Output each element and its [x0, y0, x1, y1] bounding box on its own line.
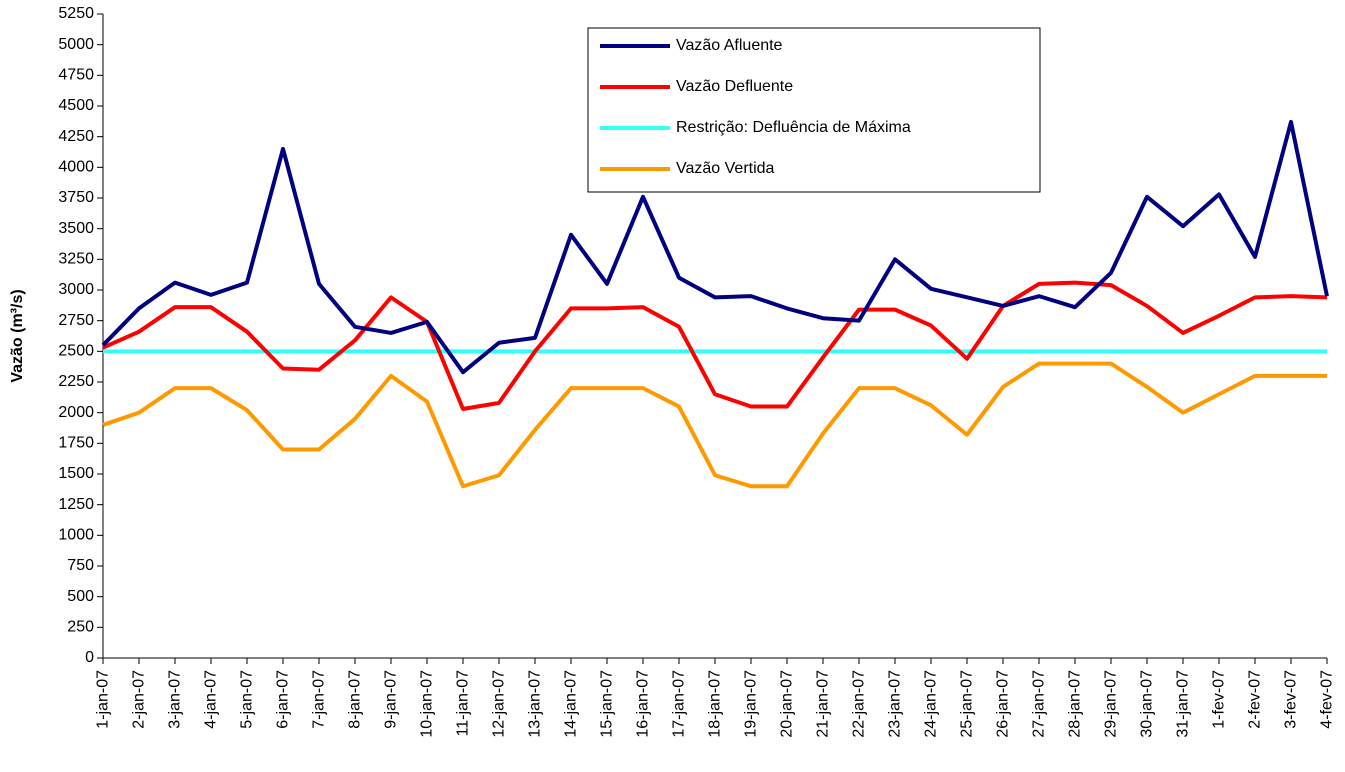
legend-box	[587, 27, 1041, 193]
series-line	[102, 280, 1328, 411]
x-tick-label: 11-jan-07	[455, 670, 472, 737]
legend-label: Vazão Afluente	[676, 37, 783, 54]
x-tick-label: 12-jan-07	[491, 670, 508, 738]
y-tick-label: 4750	[58, 67, 94, 84]
x-tick-label: 1-jan-07	[95, 670, 112, 729]
x-tick-label: 31-jan-07	[1175, 670, 1192, 738]
x-tick-label: 27-jan-07	[1031, 670, 1048, 738]
y-tick-label: 5000	[58, 36, 94, 53]
y-tick-label: 4250	[58, 128, 94, 145]
y-tick-label: 500	[67, 588, 94, 605]
y-tick-label: 1500	[58, 465, 94, 482]
legend-label: Restrição: Defluência de Máxima	[676, 119, 911, 136]
x-tick-label: 10-jan-07	[419, 670, 436, 738]
y-tick-label: 750	[67, 557, 94, 574]
y-tick-label: 2750	[58, 312, 94, 329]
x-tick-label: 17-jan-07	[671, 670, 688, 738]
y-tick-label: 4000	[58, 159, 94, 176]
y-tick-label: 5250	[58, 5, 94, 22]
x-tick-label: 6-jan-07	[275, 670, 292, 729]
x-tick-label: 5-jan-07	[239, 670, 256, 729]
x-tick-label: 20-jan-07	[779, 670, 796, 738]
y-tick-label: 2500	[58, 343, 94, 360]
legend-label: Vazão Vertida	[676, 160, 775, 177]
series-line	[102, 361, 1327, 489]
y-tick-label: 250	[67, 619, 94, 636]
x-tick-label: 3-fev-07	[1283, 670, 1300, 729]
legend-label: Vazão Defluente	[676, 78, 793, 95]
x-tick-label: 24-jan-07	[923, 670, 940, 738]
y-tick-label: 2250	[58, 373, 94, 390]
x-tick-label: 2-fev-07	[1247, 670, 1264, 729]
x-tick-label: 22-jan-07	[851, 670, 868, 738]
x-tick-label: 1-fev-07	[1211, 670, 1228, 729]
x-tick-label: 4-fev-07	[1319, 670, 1336, 729]
x-tick-label: 2-jan-07	[131, 670, 148, 729]
x-tick-label: 9-jan-07	[383, 670, 400, 729]
y-tick-label: 0	[85, 649, 94, 666]
x-tick-label: 26-jan-07	[995, 670, 1012, 738]
x-tick-label: 21-jan-07	[815, 670, 832, 738]
x-tick-label: 28-jan-07	[1067, 670, 1084, 738]
x-tick-label: 13-jan-07	[527, 670, 544, 738]
x-tick-label: 14-jan-07	[563, 670, 580, 738]
x-tick-label: 30-jan-07	[1139, 670, 1156, 738]
x-tick-label: 18-jan-07	[707, 670, 724, 738]
series-line	[101, 119, 1329, 375]
y-tick-label: 1000	[58, 527, 94, 544]
x-tick-label: 4-jan-07	[203, 670, 220, 729]
y-tick-label: 3500	[58, 220, 94, 237]
y-tick-label: 3750	[58, 189, 94, 206]
y-tick-label: 3000	[58, 281, 94, 298]
y-tick-label: 3250	[58, 251, 94, 268]
y-tick-label: 1750	[58, 435, 94, 452]
y-tick-label: 4500	[58, 97, 94, 114]
x-tick-label: 25-jan-07	[959, 670, 976, 738]
x-tick-label: 16-jan-07	[635, 670, 652, 738]
x-tick-label: 8-jan-07	[347, 670, 364, 729]
x-tick-label: 7-jan-07	[311, 670, 328, 729]
y-tick-label: 1250	[58, 496, 94, 513]
x-tick-label: 23-jan-07	[887, 670, 904, 738]
y-axis-label: Vazão (m³/s)	[9, 289, 26, 382]
x-tick-label: 29-jan-07	[1103, 670, 1120, 738]
x-tick-label: 3-jan-07	[167, 670, 184, 729]
y-tick-label: 2000	[58, 404, 94, 421]
x-tick-label: 19-jan-07	[743, 670, 760, 738]
x-tick-label: 15-jan-07	[599, 670, 616, 738]
